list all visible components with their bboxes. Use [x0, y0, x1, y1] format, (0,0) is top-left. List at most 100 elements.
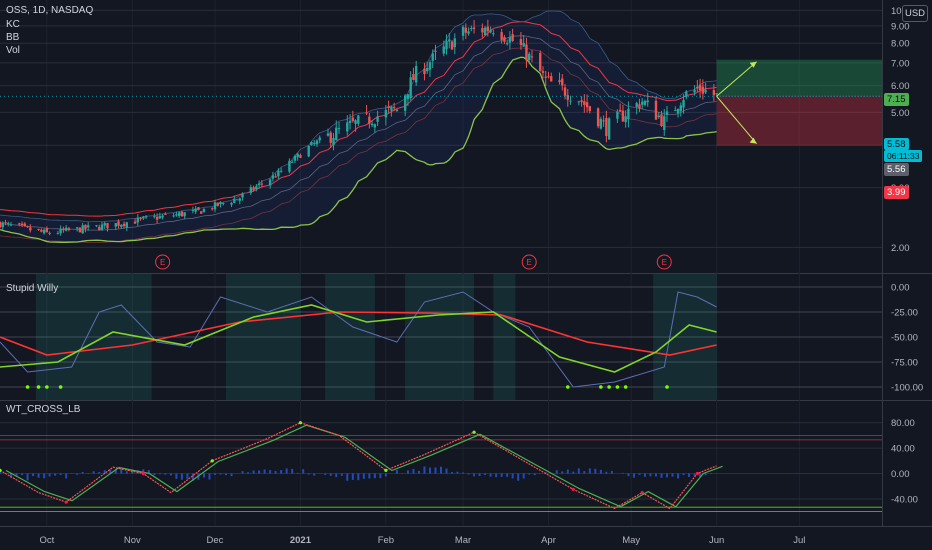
candle-body [635, 103, 638, 107]
candle-body [472, 27, 476, 29]
candle-body [299, 155, 302, 158]
candle-body [674, 109, 677, 111]
target-arrow [716, 61, 757, 97]
candle [18, 222, 21, 227]
candle-body [45, 228, 49, 233]
candle [194, 205, 197, 214]
wt-histogram-bar [566, 469, 569, 474]
candle [412, 67, 415, 81]
candle [329, 130, 332, 148]
wt-histogram-bar [307, 473, 310, 475]
time-label: Jun [709, 535, 724, 546]
wt-histogram-bar [258, 470, 261, 474]
indicator-bb[interactable]: BB [6, 32, 20, 43]
candle-body [701, 86, 705, 94]
wt-histogram-bar [351, 473, 354, 480]
candle [106, 223, 109, 232]
candle [125, 221, 128, 232]
candle [701, 79, 705, 100]
pane-title-wt-cross[interactable]: WT_CROSS_LB [6, 404, 81, 415]
candle [627, 101, 630, 128]
candle-body [395, 109, 399, 112]
candle [59, 225, 62, 236]
candle-body [403, 95, 407, 111]
willy-signal-dot [665, 385, 669, 389]
candle [313, 139, 316, 147]
candle-body [29, 227, 32, 231]
candle [663, 109, 666, 136]
candle [164, 212, 167, 215]
indicator-vol[interactable]: Vol [6, 45, 20, 56]
willy-signal-dot [607, 385, 611, 389]
candle-body [122, 223, 126, 227]
candle-body [202, 208, 206, 213]
candle-body [252, 187, 255, 190]
chart-background [0, 0, 932, 527]
candle [508, 31, 512, 50]
wt-histogram-bar [643, 473, 646, 477]
candle-body [392, 107, 396, 109]
wt-histogram-bar [688, 473, 691, 477]
wt-histogram-bar [495, 473, 498, 478]
willy-tick-label: -75.00 [891, 358, 918, 369]
currency-selector[interactable]: USD [902, 5, 928, 22]
candle [40, 228, 43, 233]
candle [483, 26, 487, 37]
candle-body [279, 170, 283, 172]
candle [453, 33, 456, 55]
long-position-tool[interactable] [0, 59, 882, 146]
candle-body [486, 26, 490, 32]
candle-body [222, 203, 225, 205]
candle-body [585, 102, 589, 108]
candle-body [103, 223, 106, 226]
wt-histogram-bar [263, 469, 266, 474]
candle [255, 184, 258, 192]
wt-histogram-bar [346, 473, 349, 481]
willy-signal-dot [623, 385, 628, 389]
candle-body [561, 78, 564, 86]
candle-body [696, 86, 699, 89]
candle-body [588, 106, 592, 112]
candle-body [161, 215, 164, 218]
wt-histogram-bar [682, 473, 685, 476]
wt-histogram-bar [660, 473, 663, 478]
candle [235, 199, 239, 201]
wt-histogram-bar [208, 473, 211, 480]
candle [136, 214, 140, 226]
candle-body [519, 39, 523, 45]
wt-histogram-bar [26, 473, 29, 481]
candle-body [155, 216, 159, 220]
candle [616, 109, 619, 124]
ticker-line[interactable]: OSS, 1D, NASDAQ [6, 5, 94, 16]
wt-histogram-bar [599, 469, 602, 474]
candle-body [657, 115, 660, 118]
candle [67, 226, 71, 232]
pane-title-stupid-willy[interactable]: Stupid Willy [6, 283, 59, 294]
wt-histogram-bar [583, 470, 586, 474]
indicator-kc[interactable]: KC [6, 19, 20, 30]
candle-body [698, 84, 702, 91]
candle [42, 228, 46, 235]
candle [177, 211, 181, 218]
wt-histogram-bar [406, 470, 409, 474]
candle [191, 206, 195, 214]
candle-body [296, 153, 299, 158]
wt-histogram-bar [274, 470, 277, 474]
candle [368, 112, 371, 129]
wt-histogram-bar [114, 469, 117, 474]
candle-body [693, 89, 696, 93]
earnings-marker: E [155, 254, 171, 270]
candle-body [566, 95, 569, 100]
candle-body [37, 228, 40, 230]
candle-body [7, 222, 10, 224]
candle [365, 105, 368, 116]
wt-histogram-bar [241, 471, 244, 474]
wt-histogram-bar [329, 473, 332, 476]
earnings-circle [155, 254, 171, 270]
time-label: Mar [455, 535, 471, 546]
candle-body [136, 217, 140, 223]
candle-body [704, 89, 707, 93]
candle [290, 159, 294, 163]
